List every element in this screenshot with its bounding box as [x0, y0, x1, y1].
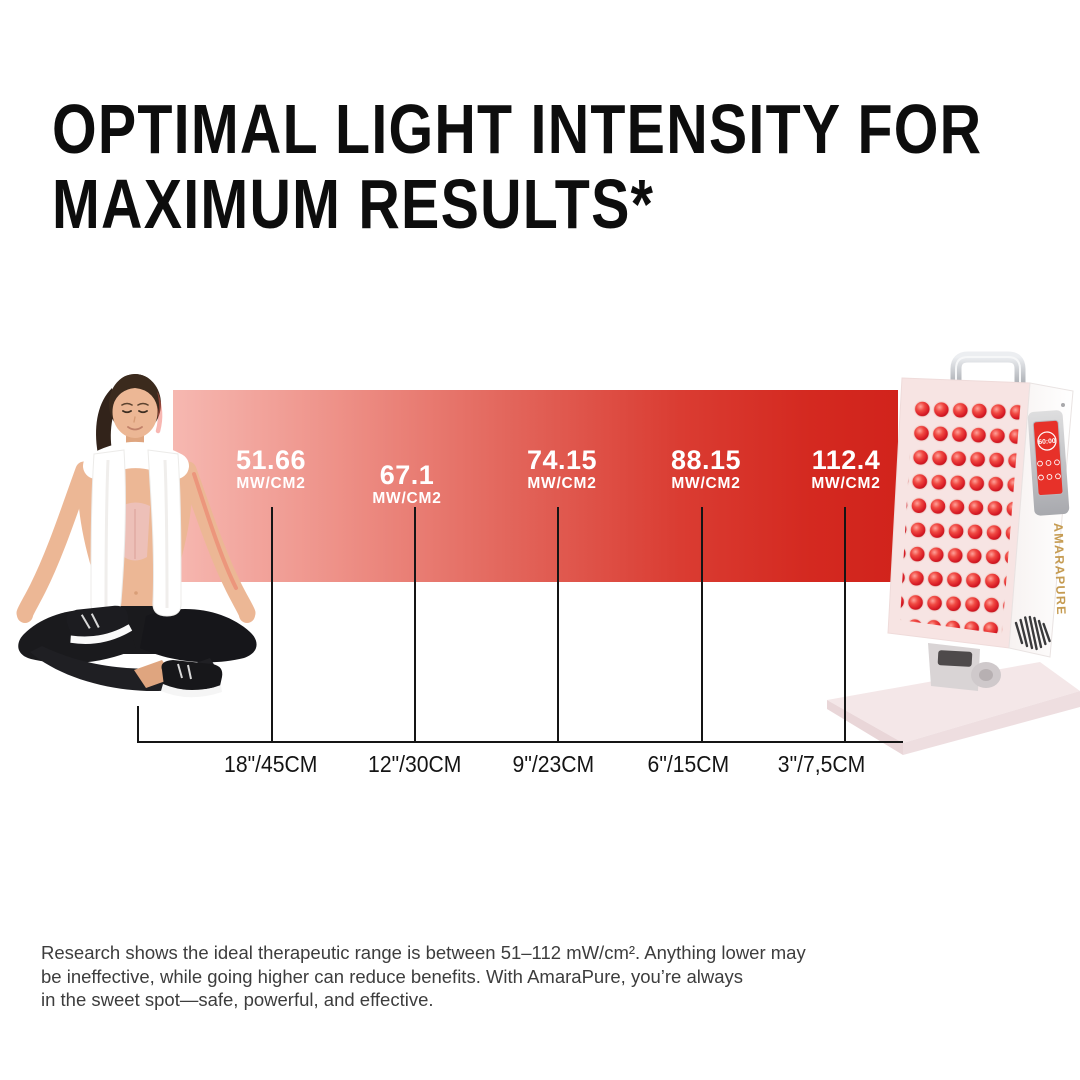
distance-label: 12"/30CM: [368, 751, 462, 777]
measurement-tick: [271, 507, 273, 743]
measurement-label: 88.15 MW/CM2: [631, 446, 781, 493]
measurement-tick: [557, 507, 559, 743]
page-title-line-2: MAXIMUM RESULTS*: [52, 165, 655, 243]
woman-left-hand: [17, 607, 33, 623]
measurement-label: 74.15 MW/CM2: [487, 446, 637, 493]
panel-screw: [1061, 403, 1065, 407]
distance-label: 3"/7,5CM: [778, 751, 866, 777]
light-beam-gradient: [173, 390, 898, 582]
measurement-label: 67.1 MW/CM2: [332, 461, 482, 508]
brand-label: AMARAPURE: [1051, 523, 1068, 616]
intensity-value: 74.15: [526, 445, 598, 475]
intensity-value: 112.4: [811, 445, 881, 475]
timer-dial: [1037, 431, 1057, 451]
measurement-label: 112.4 MW/CM2: [771, 446, 921, 493]
woman-face: [112, 386, 158, 438]
intensity-unit: MW/CM2: [671, 475, 741, 492]
led-array: [900, 394, 1021, 634]
timer-readout: 60:00: [1038, 438, 1056, 446]
meditating-woman-illustration: [16, 374, 257, 698]
footnote-line-2: be ineffective, while going higher can r…: [41, 965, 744, 987]
intensity-unit: MW/CM2: [811, 475, 881, 492]
woman-hair-front: [110, 374, 160, 414]
footnote: Research shows the ideal therapeutic ran…: [41, 941, 941, 1012]
distance-label: 6"/15CM: [647, 751, 729, 777]
intensity-unit: MW/CM2: [372, 490, 442, 507]
woman-right-thigh: [140, 609, 257, 663]
distance-label: 9"/23CM: [512, 751, 594, 777]
woman-navel: [134, 591, 138, 595]
woman-right-hand: [239, 607, 255, 623]
intensity-value: 51.66: [235, 445, 307, 475]
ruler-baseline: [137, 741, 903, 743]
intensity-value: 88.15: [670, 445, 742, 475]
measurement-tick: [701, 507, 703, 743]
footnote-line-3: in the sweet spot—safe, powerful, and ef…: [41, 989, 434, 1010]
woman-right-arm: [179, 461, 256, 622]
stand-hinge: [928, 643, 1001, 691]
measurement-label: 51.66 MW/CM2: [196, 446, 346, 493]
ruler-left-end: [137, 706, 139, 743]
measurement-tick: [414, 507, 416, 743]
page-title-line-1: OPTIMAL LIGHT INTENSITY FOR: [52, 90, 983, 168]
control-panel[interactable]: 60:00: [1027, 410, 1070, 516]
intensity-unit: MW/CM2: [236, 475, 306, 492]
intensity-value: 67.1: [379, 460, 435, 490]
control-buttons[interactable]: [1037, 459, 1061, 481]
woman-face-features: [121, 402, 149, 431]
intensity-unit: MW/CM2: [527, 475, 597, 492]
device-handle-shine: [955, 356, 1021, 399]
woman-left-arm: [16, 461, 93, 622]
measurement-tick: [844, 507, 846, 743]
woman-sneaker-bottom: [161, 660, 223, 698]
woman-sports-bra: [122, 502, 150, 561]
distance-label: 18"/45CM: [224, 751, 318, 777]
towel-straps: [90, 449, 182, 617]
woman-right-arm-rim-light: [192, 472, 238, 590]
woman-sneaker-top: [66, 605, 133, 644]
footnote-line-1: Research shows the ideal therapeutic ran…: [41, 942, 806, 963]
page-title: OPTIMAL LIGHT INTENSITY FOR MAXIMUM RESU…: [52, 92, 982, 242]
red-light-therapy-panel: 60:00 AMARAPURE: [827, 351, 1080, 755]
vent-slats: [1014, 615, 1051, 651]
